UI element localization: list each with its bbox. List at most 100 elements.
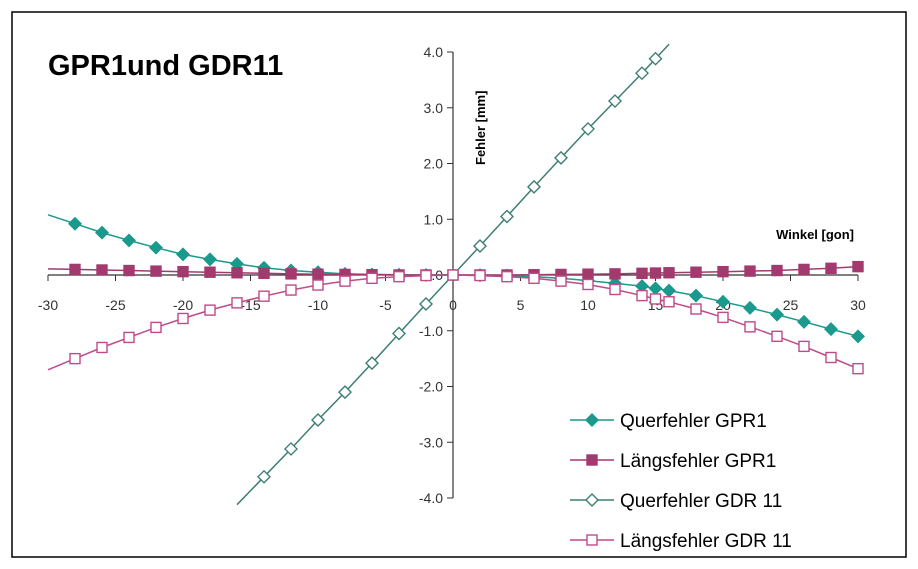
chart-border: [11, 11, 907, 558]
x-tick-label: 0: [449, 297, 457, 313]
data-point: [96, 264, 108, 276]
x-tick-label: -30: [38, 297, 58, 313]
data-point: [96, 341, 108, 354]
data-point: [204, 266, 216, 278]
chart-title: GPR1und GDR11: [48, 50, 283, 82]
legend-label: Längsfehler GPR1: [620, 451, 776, 472]
data-point: [648, 51, 663, 66]
data-point: [68, 216, 82, 231]
data-point: [149, 240, 163, 255]
data-point: [852, 260, 864, 273]
data-point: [609, 268, 621, 280]
x-tick-label: 25: [783, 297, 799, 313]
x-tick-label: -25: [105, 297, 125, 313]
data-point: [649, 293, 662, 305]
data-point: [649, 267, 662, 279]
data-point: [851, 329, 865, 344]
y-axis-label: Fehler [mm]: [473, 91, 488, 165]
data-point: [122, 233, 136, 248]
data-point: [689, 288, 703, 303]
data-point: [717, 265, 729, 278]
x-axis-label: Winkel [gon]: [776, 227, 854, 242]
data-point: [258, 267, 270, 280]
data-point: [555, 275, 567, 287]
data-point: [393, 270, 405, 283]
y-tick-label: 2.0: [424, 156, 444, 172]
data-point: [663, 296, 675, 308]
y-tick-label: -2.0: [419, 379, 443, 395]
x-tick-label: 10: [580, 297, 596, 313]
data-point: [798, 263, 810, 276]
data-point: [312, 268, 324, 280]
legend-item: Längsfehler GPR1: [570, 451, 776, 472]
data-point: [176, 247, 190, 262]
data-point: [203, 252, 217, 267]
series-line: [236, 43, 670, 506]
data-point: [797, 314, 811, 329]
data-point: [366, 272, 378, 285]
legend-item: Querfehler GPR1: [570, 411, 767, 432]
data-point: [95, 225, 109, 240]
data-point: [824, 322, 838, 337]
data-point: [744, 321, 756, 333]
data-point: [123, 331, 135, 344]
legend-item: Längsfehler GDR 11: [570, 531, 792, 552]
data-point: [231, 297, 243, 309]
data-point: [690, 266, 702, 278]
data-point: [527, 179, 541, 194]
data-point: [744, 265, 756, 277]
data-point: [528, 272, 540, 285]
data-point: [554, 150, 568, 165]
data-point: [770, 307, 784, 322]
y-tick-label: 1.0: [424, 211, 444, 227]
legend-marker: [585, 493, 599, 507]
legend-label: Querfehler GDR 11: [620, 491, 782, 512]
data-point: [204, 304, 216, 316]
y-tick-label: -4.0: [419, 490, 443, 506]
legend: Querfehler GPR1 Längsfehler GPR1 Querfehle…: [570, 411, 792, 552]
data-point: [771, 264, 783, 277]
data-point: [177, 265, 189, 278]
data-point: [69, 263, 81, 276]
x-tick-label: -20: [173, 297, 193, 313]
series-4: [47, 269, 864, 375]
data-point: [825, 262, 837, 275]
data-point: [257, 469, 271, 484]
series-layer: [47, 43, 865, 506]
data-point: [311, 412, 325, 427]
data-point: [473, 239, 487, 253]
series-3: [236, 43, 670, 506]
data-point: [285, 284, 297, 296]
x-tick-label: -10: [308, 297, 328, 313]
data-point: [338, 385, 352, 400]
data-point: [825, 351, 837, 364]
data-point: [690, 303, 702, 315]
data-point: [717, 311, 729, 324]
data-point: [231, 267, 243, 279]
data-point: [284, 441, 298, 456]
data-point: [743, 300, 757, 315]
data-point: [581, 121, 595, 136]
legend-item: Querfehler GDR 11: [570, 491, 782, 512]
x-tick-label: 5: [517, 297, 525, 313]
data-point: [852, 362, 864, 375]
data-point: [582, 278, 594, 291]
legend-marker: [586, 534, 598, 546]
x-tick-label: 30: [850, 297, 866, 313]
data-point: [312, 279, 324, 291]
data-point: [285, 268, 297, 280]
data-point: [636, 267, 648, 280]
data-point: [771, 330, 783, 343]
x-tick-label: -5: [379, 297, 392, 313]
data-point: [419, 297, 433, 311]
y-tick-label: -3.0: [419, 434, 443, 450]
data-point: [339, 275, 351, 287]
data-point: [69, 352, 81, 365]
y-tick-label: 3.0: [424, 100, 444, 116]
data-point: [609, 283, 621, 296]
data-point: [150, 321, 162, 334]
legend-label: Querfehler GPR1: [620, 411, 767, 432]
data-point: [608, 94, 622, 109]
